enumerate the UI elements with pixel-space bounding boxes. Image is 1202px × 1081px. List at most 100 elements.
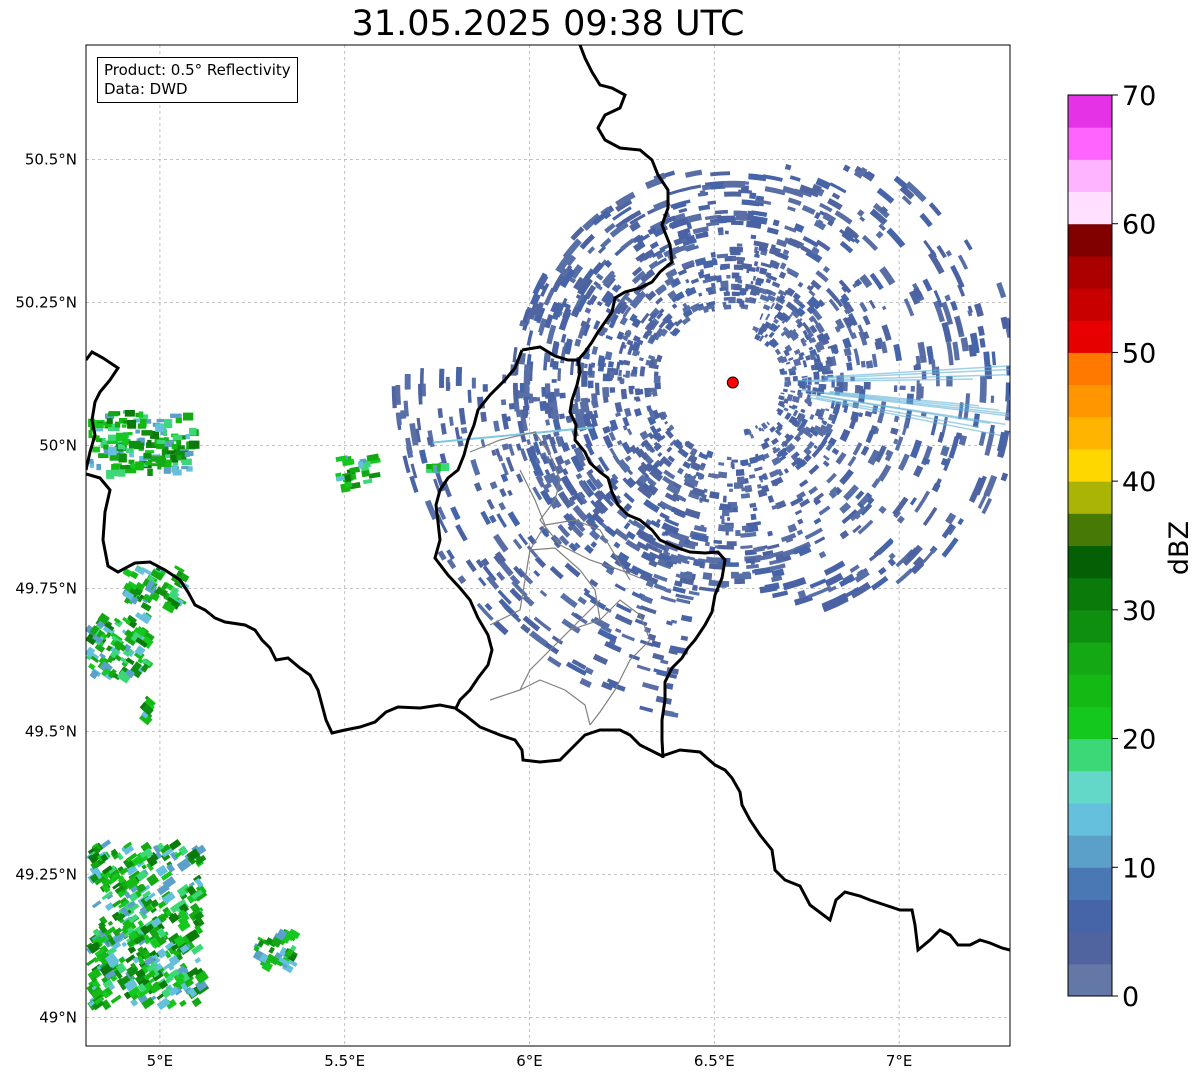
echo-cell: [143, 956, 155, 967]
echo-cell: [135, 461, 144, 471]
echo-cell: [142, 890, 152, 899]
echo-cell: [102, 978, 113, 989]
echo-segment: [440, 422, 447, 435]
echo-segment: [783, 330, 793, 339]
echo-segment: [629, 213, 646, 225]
echo-cell: [100, 853, 109, 862]
echo-segment: [651, 431, 661, 440]
echo-segment: [657, 329, 665, 336]
echo-segment: [545, 419, 551, 426]
echo-segment: [753, 546, 765, 553]
echo-segment: [539, 525, 550, 538]
echo-segment: [534, 556, 547, 569]
echo-segment: [680, 184, 702, 193]
echo-cell: [188, 908, 203, 922]
echo-cell: [162, 906, 171, 915]
echo-segment: [742, 571, 750, 576]
echo-segment: [604, 222, 616, 234]
echo-segment: [684, 213, 702, 224]
echo-segment: [570, 226, 585, 241]
echo-segment: [538, 317, 548, 334]
echo-segment: [475, 559, 484, 569]
echo-cell: [165, 976, 175, 984]
colorbar-tick-label: 60: [1122, 210, 1156, 241]
echo-segment: [708, 290, 714, 295]
echo-segment: [893, 343, 903, 362]
colorbar-bin: [1068, 706, 1112, 740]
colorbar-bin: [1068, 738, 1112, 772]
echo-cell: [173, 445, 185, 452]
echo-cell: [136, 955, 146, 966]
echo-segment: [633, 289, 641, 297]
echo-cell: [111, 940, 122, 950]
echo-segment: [589, 413, 598, 428]
echo-segment: [810, 246, 820, 256]
echo-segment: [818, 551, 827, 559]
echo-segment: [631, 519, 646, 532]
echo-segment: [707, 472, 719, 479]
echo-segment: [572, 504, 589, 523]
echo-segment: [759, 322, 769, 333]
echo-segment: [805, 396, 812, 405]
echo-segment: [584, 363, 588, 369]
echo-segment: [467, 389, 472, 403]
echo-segment: [647, 415, 657, 426]
echo-segment: [600, 326, 609, 333]
echo-segment: [810, 279, 822, 291]
echo-segment: [615, 198, 633, 212]
echo-segment: [718, 462, 725, 466]
echo-segment: [826, 472, 837, 484]
echo-segment: [915, 355, 921, 365]
echo-segment: [622, 477, 634, 489]
country-border-lux-de: [568, 45, 727, 759]
echo-segment: [667, 455, 675, 463]
echo-segment: [1000, 472, 1009, 482]
echo-segment: [810, 284, 815, 290]
echo-segment: [724, 305, 731, 310]
echo-cell: [91, 941, 101, 951]
echo-segment: [697, 305, 704, 312]
echo-segment: [896, 515, 905, 524]
echo-segment: [625, 296, 634, 304]
echo-cell: [194, 970, 209, 985]
echo-segment: [625, 530, 636, 540]
echo-cell: [107, 920, 114, 927]
echo-segment: [920, 386, 924, 399]
borders: [86, 45, 1010, 953]
echo-segment: [862, 315, 871, 326]
echo-cell: [148, 704, 155, 710]
echo-segment: [955, 432, 963, 440]
echo-segment: [669, 217, 689, 230]
echo-segment: [827, 585, 837, 593]
echo-segment: [762, 550, 774, 558]
echo-segment: [692, 226, 709, 235]
echo-cell: [88, 663, 96, 671]
echo-segment: [779, 368, 786, 375]
echo-cell: [186, 848, 200, 862]
echo-cell: [126, 669, 136, 679]
echo-segment: [770, 476, 784, 487]
echo-cell: [133, 418, 140, 423]
echo-segment: [558, 310, 572, 331]
echo-segment: [926, 347, 934, 356]
echo-segment: [715, 275, 722, 283]
echo-cell: [128, 870, 140, 880]
echo-segment: [709, 218, 727, 225]
echo-cell: [104, 926, 116, 937]
echo-segment: [678, 207, 688, 214]
echo-segment: [719, 286, 728, 292]
echo-cell: [172, 434, 183, 441]
echo-segment: [639, 572, 659, 586]
echo-segment: [603, 492, 613, 502]
echo-segment: [608, 431, 617, 442]
echo-segment: [677, 447, 686, 456]
echo-segment: [637, 485, 653, 499]
echo-cell: [175, 898, 186, 908]
echo-segment: [646, 405, 652, 412]
echo-cell: [164, 459, 172, 468]
echo-segment: [750, 434, 755, 439]
echo-segment: [418, 449, 428, 464]
echo-segment: [744, 297, 754, 304]
echo-segment: [639, 430, 650, 441]
echo-segment: [881, 305, 887, 311]
